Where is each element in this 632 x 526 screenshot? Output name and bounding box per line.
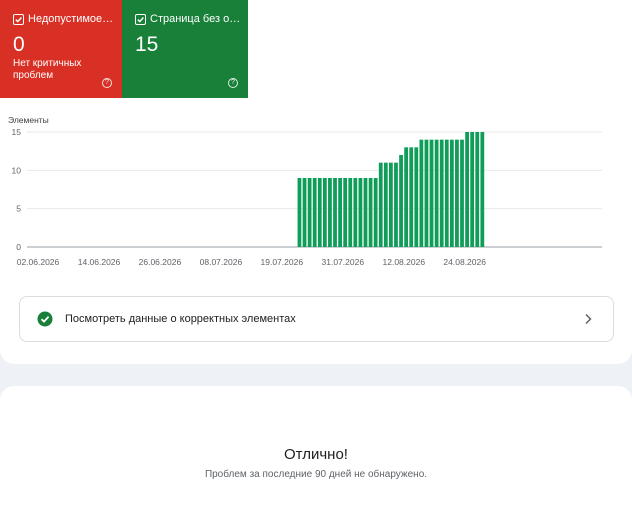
chart-bar[interactable] <box>419 139 424 247</box>
x-tick-label: 26.06.2026 <box>139 257 182 267</box>
invalid-tile-header: Недопустимое з... <box>13 13 116 25</box>
summary-subtitle: Проблем за последние 90 дней не обнаруже… <box>204 469 428 480</box>
chart-bar[interactable] <box>414 147 419 247</box>
chart-bar[interactable] <box>439 139 444 247</box>
chart-grid: 0 5 10 15 <box>12 127 602 252</box>
chart-bar[interactable] <box>399 155 403 247</box>
chart-bar[interactable] <box>363 178 368 247</box>
invalid-tile-label: Недопустимое з... <box>28 13 116 25</box>
chart-bar[interactable] <box>434 139 439 247</box>
help-icon[interactable]: ? <box>228 78 238 88</box>
view-valid-items-row[interactable]: Посмотреть данные о корректных элементах <box>19 296 614 342</box>
x-tick-label: 24.08.2026 <box>443 257 486 267</box>
x-tick-label: 12.08.2026 <box>383 257 426 267</box>
valid-tile-label: Страница без ош... <box>150 13 242 25</box>
chart-bar[interactable] <box>333 178 337 247</box>
chart-bar[interactable] <box>353 178 358 247</box>
invalid-items-tile[interactable]: Недопустимое з... 0 Нет критичных пробле… <box>0 0 122 98</box>
chart-bar[interactable] <box>480 132 485 247</box>
invalid-subtitle: Нет критичных проблем <box>13 58 82 81</box>
items-chart: Элементы 0 5 10 15 02.06.2026 14.06.2026 26.0… <box>8 115 602 267</box>
chart-bar[interactable] <box>449 139 454 247</box>
view-valid-items-label: Посмотреть данные о корректных элементах <box>65 313 296 325</box>
valid-count: 15 <box>135 33 159 56</box>
summary-title: Отлично! <box>284 446 348 463</box>
x-tick-label: 08.07.2026 <box>200 257 243 267</box>
help-icon[interactable]: ? <box>102 78 112 88</box>
x-tick-label: 19.07.2026 <box>261 257 304 267</box>
chart-bar[interactable] <box>475 132 480 247</box>
chart-bar[interactable] <box>328 178 332 247</box>
y-axis-label: Элементы <box>8 115 49 125</box>
status-card: Недопустимое з... 0 Нет критичных пробле… <box>0 0 632 364</box>
chart-bar[interactable] <box>307 178 312 247</box>
chart-bar[interactable] <box>338 178 342 247</box>
y-tick-label: 0 <box>16 242 21 252</box>
chart-bar[interactable] <box>470 132 475 247</box>
summary-card <box>0 386 632 526</box>
valid-pages-tile[interactable]: Страница без ош... 15 ? <box>122 0 248 98</box>
chart-bar[interactable] <box>322 178 327 247</box>
chart-bar[interactable] <box>297 178 302 247</box>
chart-bar[interactable] <box>302 178 307 247</box>
chart-bar[interactable] <box>465 132 469 247</box>
y-tick-label: 15 <box>12 127 22 137</box>
chart-bar[interactable] <box>312 178 317 247</box>
chart-bar[interactable] <box>358 178 363 247</box>
y-tick-label: 10 <box>12 165 22 175</box>
invalid-count: 0 <box>13 33 25 56</box>
chart-bar[interactable] <box>444 139 449 247</box>
chart-bars <box>297 132 485 247</box>
chart-bar[interactable] <box>317 178 322 247</box>
chart-bar[interactable] <box>378 162 383 247</box>
x-tick-label: 14.06.2026 <box>78 257 121 267</box>
x-axis-ticks: 02.06.2026 14.06.2026 26.06.2026 08.07.2026… <box>17 257 487 267</box>
chart-bar[interactable] <box>368 178 373 247</box>
chart-bar[interactable] <box>409 147 414 247</box>
chart-bar[interactable] <box>455 139 459 247</box>
chart-bar[interactable] <box>460 139 464 247</box>
chart-bar[interactable] <box>429 139 434 247</box>
chart-bar[interactable] <box>373 178 378 247</box>
x-tick-label: 02.06.2026 <box>17 257 60 267</box>
chart-bar[interactable] <box>389 162 393 247</box>
chart-bar[interactable] <box>404 147 409 247</box>
chart-bar[interactable] <box>394 162 398 247</box>
chart-bar[interactable] <box>348 178 353 247</box>
valid-tile-header: Страница без ош... <box>135 13 242 25</box>
checkbox-icon[interactable] <box>135 13 146 25</box>
chart-bar[interactable] <box>383 162 388 247</box>
chart-bar[interactable] <box>343 178 348 247</box>
chevron-right-icon <box>585 313 592 325</box>
checkbox-icon[interactable] <box>13 13 24 25</box>
x-tick-label: 31.07.2026 <box>322 257 365 267</box>
y-tick-label: 5 <box>16 204 21 214</box>
chart-bar[interactable] <box>424 139 429 247</box>
check-circle-icon <box>37 311 53 327</box>
